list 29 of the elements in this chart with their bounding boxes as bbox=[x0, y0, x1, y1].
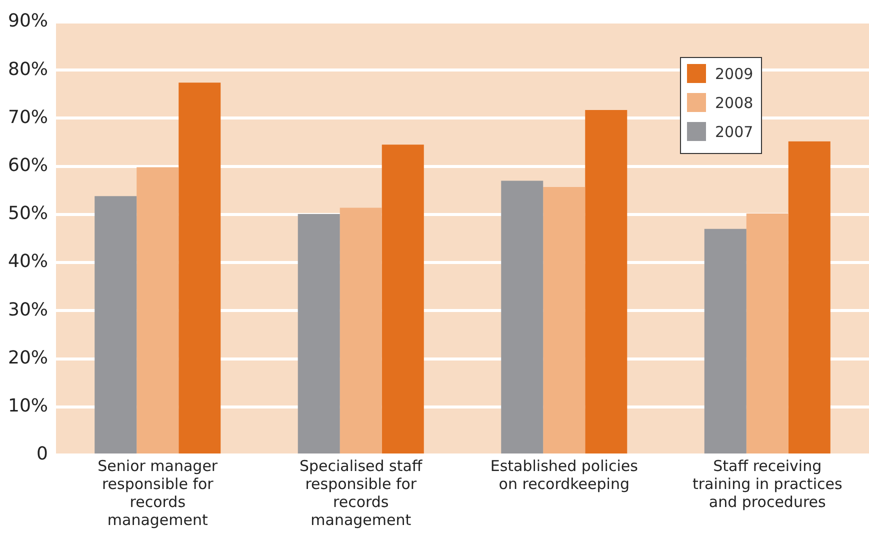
x-tick-label: Established policies on recordkeeping bbox=[490, 456, 638, 493]
bar bbox=[543, 187, 586, 454]
legend-label: 2007 bbox=[715, 122, 754, 140]
y-tick-label: 40% bbox=[8, 251, 48, 272]
bar bbox=[788, 141, 830, 454]
y-tick-label: 50% bbox=[8, 203, 48, 224]
legend-label: 2008 bbox=[715, 94, 754, 112]
bar bbox=[340, 208, 382, 454]
y-tick-label: 60% bbox=[8, 155, 48, 176]
bar bbox=[298, 214, 340, 454]
bar bbox=[501, 180, 544, 454]
x-tick-label: Staff receiving training in practices and procedures bbox=[692, 456, 842, 511]
bar bbox=[746, 213, 788, 454]
bar bbox=[136, 167, 179, 454]
y-tick-label: 10% bbox=[8, 396, 48, 417]
y-tick-label: 0 bbox=[36, 444, 48, 465]
bar bbox=[94, 196, 137, 454]
bar bbox=[178, 82, 221, 454]
x-tick-label: Specialised staff responsible for records management bbox=[299, 456, 423, 529]
y-tick-label: 20% bbox=[8, 347, 48, 368]
y-tick-label: 30% bbox=[8, 299, 48, 320]
bar bbox=[704, 228, 746, 454]
bar bbox=[585, 110, 628, 454]
y-tick-label: 80% bbox=[8, 58, 48, 80]
legend-label: 2009 bbox=[715, 64, 754, 82]
x-tick-label: Senior manager responsible for records management bbox=[98, 456, 218, 529]
y-tick-label: 90% bbox=[8, 10, 48, 32]
y-tick-label: 70% bbox=[8, 106, 48, 128]
bar bbox=[382, 144, 424, 454]
